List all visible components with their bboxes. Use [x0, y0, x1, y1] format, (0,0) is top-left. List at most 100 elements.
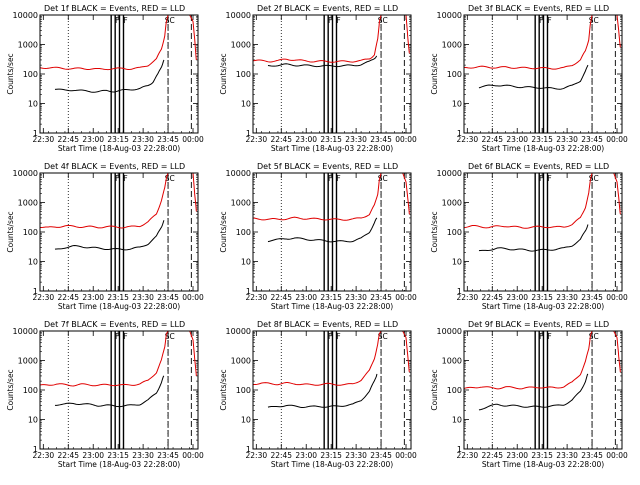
plot-frame — [39, 14, 199, 134]
series-line-lld — [464, 15, 621, 70]
panel-det-2: Det 2f BLACK = Events, RED = LLD 1 10 100 10… — [219, 4, 417, 153]
x-tick-label: 23:30 — [556, 451, 578, 460]
panel-title: Det 8f BLACK = Events, RED = LLD — [257, 320, 398, 329]
marker-label: F — [123, 174, 127, 183]
x-tick-label: 23:45 — [370, 135, 392, 144]
x-tick-label: 23:00 — [506, 135, 528, 144]
x-tick-label: 23:15 — [107, 293, 129, 302]
x-tick-label: 22:30 — [457, 293, 479, 302]
y-tick-label: 1000 — [442, 199, 462, 208]
x-axis-label: Start Time (18-Aug-03 22:28:00) — [271, 302, 393, 311]
x-tick-label: 23:15 — [320, 451, 342, 460]
marker-label: F — [539, 16, 543, 25]
x-tick-label: 22:30 — [33, 293, 55, 302]
y-tick-label: 1000 — [18, 41, 38, 50]
marker-label: F — [336, 16, 340, 25]
y-tick-label: 10000 — [226, 169, 251, 178]
x-axis-label: Start Time (18-Aug-03 22:28:00) — [482, 144, 604, 153]
y-tick-label: 100 — [23, 228, 38, 237]
x-tick-label: 22:45 — [270, 451, 292, 460]
x-tick-label: 22:45 — [270, 293, 292, 302]
y-tick-label: 1000 — [18, 199, 38, 208]
y-axis-label: Counts/sec — [219, 53, 228, 94]
panel-title: Det 7f BLACK = Events, RED = LLD — [44, 320, 185, 329]
series-line-lld — [253, 331, 410, 386]
y-tick-label: 10000 — [13, 327, 38, 336]
x-axis-label: Start Time (18-Aug-03 22:28:00) — [58, 144, 180, 153]
marker-label: F — [123, 16, 127, 25]
panel-det-8: Det 8f BLACK = Events, RED = LLD 1 10 100 10… — [219, 320, 417, 469]
series-line-events — [478, 373, 589, 411]
series-line-events — [478, 64, 589, 90]
x-tick-label: 23:00 — [295, 135, 317, 144]
series-line-lld — [253, 173, 410, 221]
y-tick-label: 10 — [241, 416, 251, 425]
marker-label: F — [328, 16, 332, 25]
y-tick-label: 10 — [241, 258, 251, 267]
panel-det-3: Det 3f BLACK = Events, RED = LLD 1 10 100 10… — [430, 4, 628, 153]
x-axis-label: Start Time (18-Aug-03 22:28:00) — [58, 460, 180, 469]
x-tick-label: 22:45 — [57, 135, 79, 144]
x-tick-label: 23:00 — [82, 135, 104, 144]
series-line-lld — [40, 331, 197, 387]
y-tick-label: 1 — [246, 129, 251, 138]
x-tick-label: 22:30 — [457, 135, 479, 144]
marker-label: F — [539, 174, 543, 183]
y-tick-label: 1 — [457, 129, 462, 138]
series-line-events — [54, 375, 165, 408]
y-axis-label: Counts/sec — [430, 211, 439, 252]
series-line-lld — [464, 331, 621, 390]
marker-label: SC — [589, 332, 599, 341]
x-tick-label: 22:30 — [246, 293, 268, 302]
marker-label: SC — [165, 16, 175, 25]
y-tick-label: 100 — [236, 228, 251, 237]
marker-label: SC — [165, 174, 175, 183]
y-tick-label: 10 — [452, 100, 462, 109]
y-tick-label: 1000 — [442, 357, 462, 366]
y-axis-label: Counts/sec — [219, 369, 228, 410]
x-tick-label: 23:30 — [556, 293, 578, 302]
y-tick-label: 1 — [457, 445, 462, 454]
series-line-events — [54, 220, 165, 251]
x-axis-label: Start Time (18-Aug-03 22:28:00) — [482, 302, 604, 311]
series-line-lld — [253, 15, 410, 63]
y-axis-label: Counts/sec — [6, 369, 15, 410]
y-axis-label: Counts/sec — [6, 211, 15, 252]
y-axis-label: Counts/sec — [6, 53, 15, 94]
x-tick-label: 23:45 — [157, 135, 179, 144]
marker-label: SC — [165, 332, 175, 341]
series-line-events — [267, 373, 378, 409]
panel-title: Det 6f BLACK = Events, RED = LLD — [468, 162, 609, 171]
marker-label: F — [336, 332, 340, 341]
y-axis-label: Counts/sec — [430, 369, 439, 410]
x-axis-label: Start Time (18-Aug-03 22:28:00) — [58, 302, 180, 311]
x-tick-label: 23:15 — [107, 135, 129, 144]
x-tick-label: 00:00 — [395, 135, 417, 144]
panel-det-9: Det 9f BLACK = Events, RED = LLD 1 10 100 10… — [430, 320, 628, 469]
series-line-lld — [40, 173, 197, 229]
panel-det-4: Det 4f BLACK = Events, RED = LLD 1 10 100 10… — [6, 162, 204, 311]
y-tick-label: 1000 — [442, 41, 462, 50]
plot-frame — [252, 172, 412, 292]
x-tick-label: 00:00 — [606, 451, 628, 460]
x-tick-label: 23:00 — [506, 293, 528, 302]
x-tick-label: 22:45 — [481, 451, 503, 460]
series-line-events — [54, 59, 165, 93]
y-tick-label: 100 — [236, 70, 251, 79]
x-tick-label: 00:00 — [395, 293, 417, 302]
x-tick-label: 00:00 — [606, 293, 628, 302]
y-tick-label: 10000 — [13, 169, 38, 178]
x-tick-label: 23:15 — [531, 451, 553, 460]
x-tick-label: 23:45 — [157, 293, 179, 302]
y-tick-label: 10 — [452, 416, 462, 425]
marker-label: F — [115, 174, 119, 183]
panel-det-6: Det 6f BLACK = Events, RED = LLD 1 10 100 10… — [430, 162, 628, 311]
panel-title: Det 1f BLACK = Events, RED = LLD — [44, 4, 185, 13]
panel-title: Det 4f BLACK = Events, RED = LLD — [44, 162, 185, 171]
x-tick-label: 22:30 — [457, 451, 479, 460]
marker-label: F — [123, 332, 127, 341]
x-tick-label: 23:30 — [556, 135, 578, 144]
x-tick-label: 23:30 — [132, 135, 154, 144]
x-tick-label: 23:45 — [581, 135, 603, 144]
